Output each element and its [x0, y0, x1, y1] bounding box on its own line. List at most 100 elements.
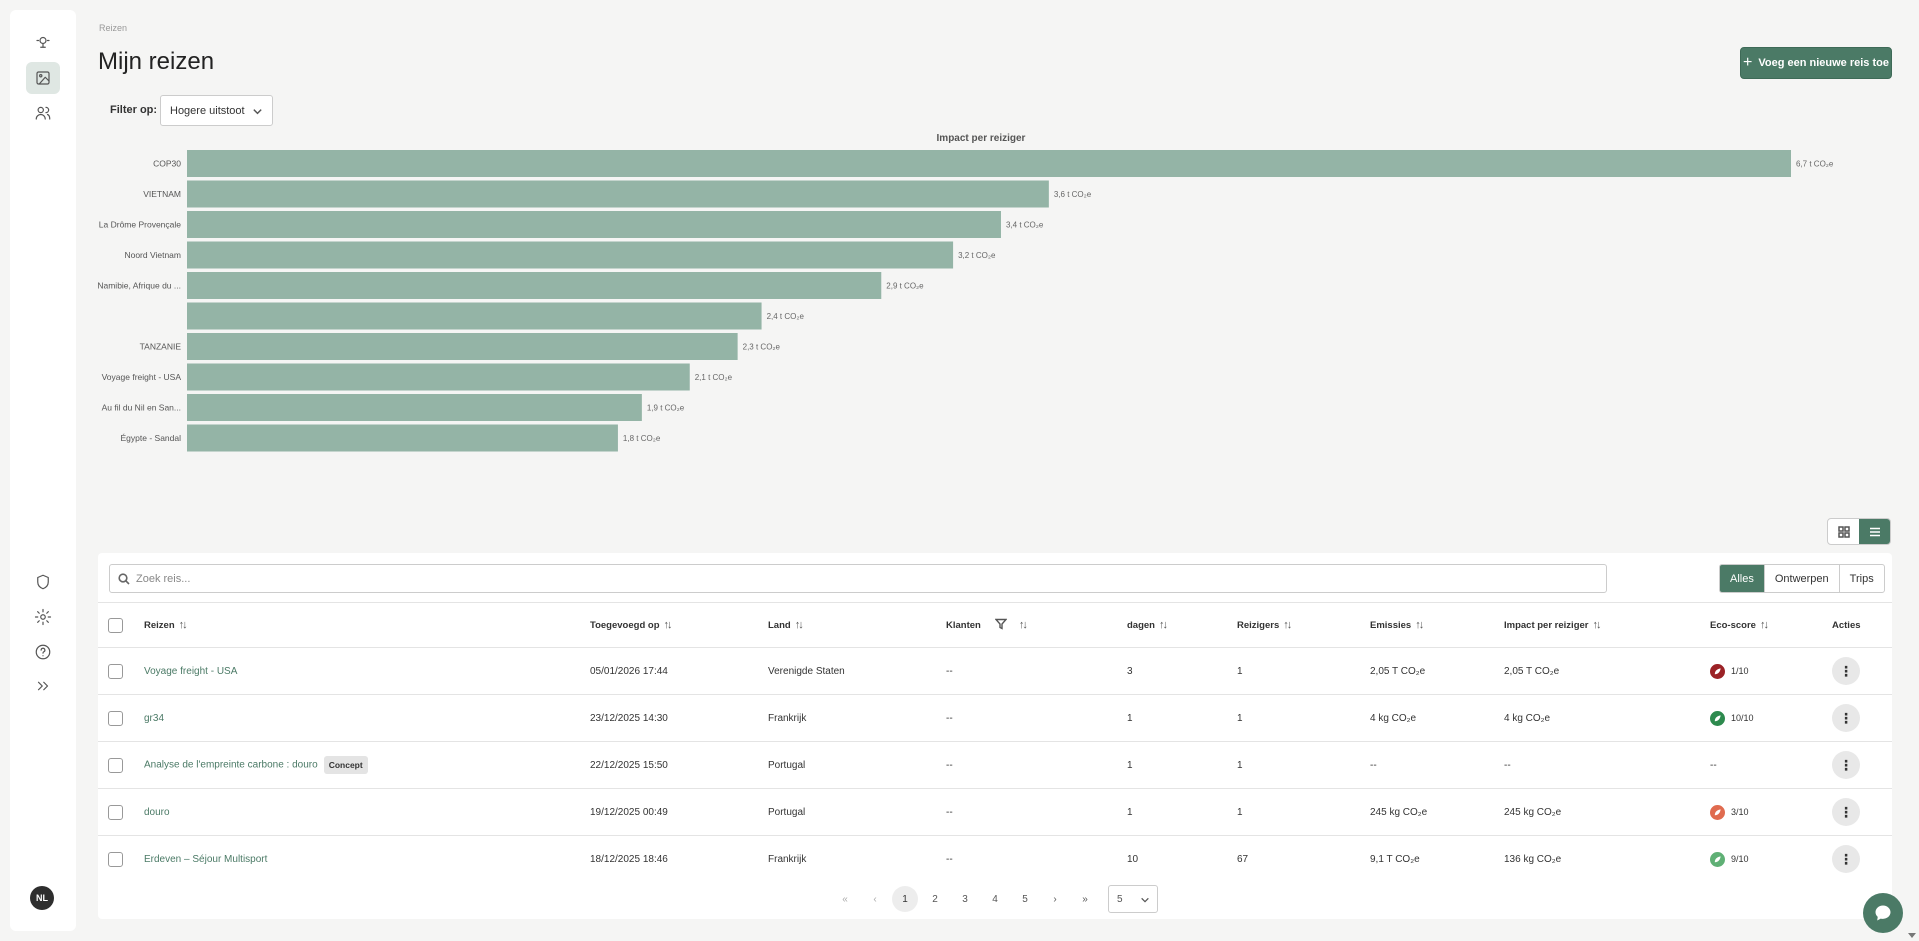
added-date: 23/12/2025 14:30: [590, 712, 668, 724]
sort-icon: ↑↓: [1158, 619, 1168, 631]
first-page-button[interactable]: «: [842, 893, 848, 905]
chart-bar[interactable]: [187, 363, 690, 391]
sidebar-item-trips[interactable]: [26, 62, 60, 94]
col-impact[interactable]: Impact per reiziger ↑↓: [1504, 619, 1601, 631]
added-date: 05/01/2026 17:44: [590, 665, 668, 677]
chart-category-label: Namibie, Afrique du ...: [98, 281, 181, 291]
row-actions-button[interactable]: ⋮: [1832, 798, 1860, 826]
travelers: 1: [1237, 665, 1243, 677]
last-page-button[interactable]: »: [1082, 893, 1088, 905]
impact-per-traveler: --: [1504, 759, 1511, 771]
search-input[interactable]: Zoek reis...: [109, 564, 1607, 593]
impact-per-traveler: 245 kg CO₂e: [1504, 806, 1562, 818]
country: Portugal: [768, 806, 806, 818]
row-actions-button[interactable]: ⋮: [1832, 657, 1860, 685]
sidebar-item-users[interactable]: [26, 97, 60, 129]
chat-icon: [1875, 905, 1891, 921]
next-page-button[interactable]: ›: [1053, 893, 1057, 905]
table-row[interactable]: Analyse de l'empreinte carbone : douro Co…: [98, 741, 1892, 789]
row-checkbox[interactable]: [108, 710, 123, 726]
chart-value-label: 3,4 t CO₂e: [1006, 221, 1044, 230]
expand-icon[interactable]: [26, 670, 60, 702]
row-actions-button[interactable]: ⋮: [1832, 751, 1860, 779]
chart-bar[interactable]: [187, 333, 738, 360]
page-5-button[interactable]: 5: [1022, 893, 1028, 905]
row-checkbox[interactable]: [108, 804, 123, 820]
col-actions: Acties: [1832, 619, 1861, 631]
trip-name-link[interactable]: gr34: [144, 712, 165, 724]
page-title: Mijn reizen: [98, 48, 215, 75]
tab-ontwerpen[interactable]: Ontwerpen: [1765, 565, 1840, 592]
filter-icon[interactable]: [994, 618, 1008, 633]
tab-trips[interactable]: Trips: [1849, 572, 1874, 585]
image-icon: [36, 71, 50, 85]
row-checkbox[interactable]: [108, 663, 123, 679]
table-row[interactable]: Voyage freight - USA 05/01/2026 17:44 Ve…: [98, 647, 1892, 695]
avatar[interactable]: NL: [30, 886, 54, 910]
tab-alles[interactable]: Alles: [1720, 565, 1765, 592]
chart-category-label: Noord Vietnam: [124, 250, 181, 260]
chart-category-label: Au fil du Nil en San...: [102, 403, 181, 413]
chart-category-label: VIETNAM: [143, 189, 181, 199]
page-3-button[interactable]: 3: [962, 893, 968, 905]
chat-button[interactable]: [1863, 893, 1903, 933]
help-icon[interactable]: [26, 636, 60, 668]
table-row[interactable]: gr34 23/12/2025 14:30 Frankrijk -- 1 1 4…: [98, 694, 1892, 742]
users-icon: [35, 106, 51, 120]
chart-value-label: 6,7 t CO₂e: [1796, 160, 1834, 169]
prev-page-button[interactable]: ‹: [873, 893, 877, 905]
chart-bar[interactable]: [187, 394, 642, 421]
logo-icon[interactable]: [26, 26, 60, 58]
travelers: 1: [1237, 806, 1243, 818]
filter-select[interactable]: Hogere uitstoot: [160, 95, 273, 126]
trip-name-link[interactable]: Analyse de l'empreinte carbone : douro: [144, 759, 318, 771]
chart-category-label: TANZANIE: [140, 342, 182, 352]
grid-view-button[interactable]: [1828, 519, 1859, 544]
col-days[interactable]: dagen ↑↓: [1127, 619, 1168, 631]
row-actions-button[interactable]: ⋮: [1832, 704, 1860, 732]
chart-bar[interactable]: [187, 150, 1791, 177]
col-emissions[interactable]: Emissies ↑↓: [1370, 619, 1424, 631]
page-size-select[interactable]: 5: [1108, 885, 1158, 913]
list-view-button[interactable]: [1859, 519, 1890, 544]
gear-icon[interactable]: [26, 601, 60, 633]
chart-bar[interactable]: [187, 180, 1049, 208]
chart-bar[interactable]: [187, 302, 762, 330]
select-all-checkbox[interactable]: [108, 617, 123, 633]
table-row[interactable]: douro 19/12/2025 00:49 Portugal -- 1 1 2…: [98, 788, 1892, 836]
table-row[interactable]: Erdeven – Séjour Multisport 18/12/2025 1…: [98, 835, 1892, 883]
trip-name-link[interactable]: douro: [144, 806, 170, 818]
search-placeholder: Zoek reis...: [136, 572, 191, 585]
page-size-value: 5: [1117, 893, 1123, 905]
eco-score: 9/10: [1710, 851, 1749, 867]
row-checkbox[interactable]: [108, 851, 123, 867]
breadcrumb[interactable]: Reizen: [99, 23, 128, 33]
days: 1: [1127, 759, 1133, 771]
leaf-icon: [1710, 710, 1725, 726]
col-clients[interactable]: Klanten ↑↓: [946, 618, 1028, 633]
impact-per-traveler: 136 kg CO₂e: [1504, 853, 1562, 865]
eco-score: 10/10: [1710, 710, 1754, 726]
add-trip-button[interactable]: + Voeg een nieuwe reis toe: [1740, 47, 1892, 79]
sidebar: NL: [10, 10, 76, 931]
col-country[interactable]: Land ↑↓: [768, 619, 804, 631]
chart-bar[interactable]: [187, 272, 882, 299]
row-checkbox[interactable]: [108, 757, 123, 773]
scroll-down-arrow[interactable]: [1908, 933, 1916, 938]
chart-value-label: 3,2 t CO₂e: [958, 251, 996, 260]
page-2-button[interactable]: 2: [932, 893, 938, 905]
trip-name-link[interactable]: Voyage freight - USA: [144, 665, 238, 677]
col-travelers[interactable]: Reizigers ↑↓: [1237, 619, 1292, 631]
page-1-button[interactable]: 1: [892, 886, 918, 912]
chart-bar[interactable]: [187, 241, 954, 269]
chart-bar[interactable]: [187, 424, 618, 452]
row-actions-button[interactable]: ⋮: [1832, 845, 1860, 874]
trip-name-link[interactable]: Erdeven – Séjour Multisport: [144, 853, 268, 865]
page-4-button[interactable]: 4: [992, 893, 998, 905]
col-eco-score[interactable]: Eco-score ↑↓: [1710, 619, 1769, 631]
col-date[interactable]: Toegevoegd op ↑↓: [590, 619, 673, 631]
shield-icon[interactable]: [26, 566, 60, 598]
col-reizen[interactable]: Reizen ↑↓: [144, 619, 188, 631]
chart-bar[interactable]: [187, 211, 1001, 238]
clients: --: [946, 712, 953, 724]
